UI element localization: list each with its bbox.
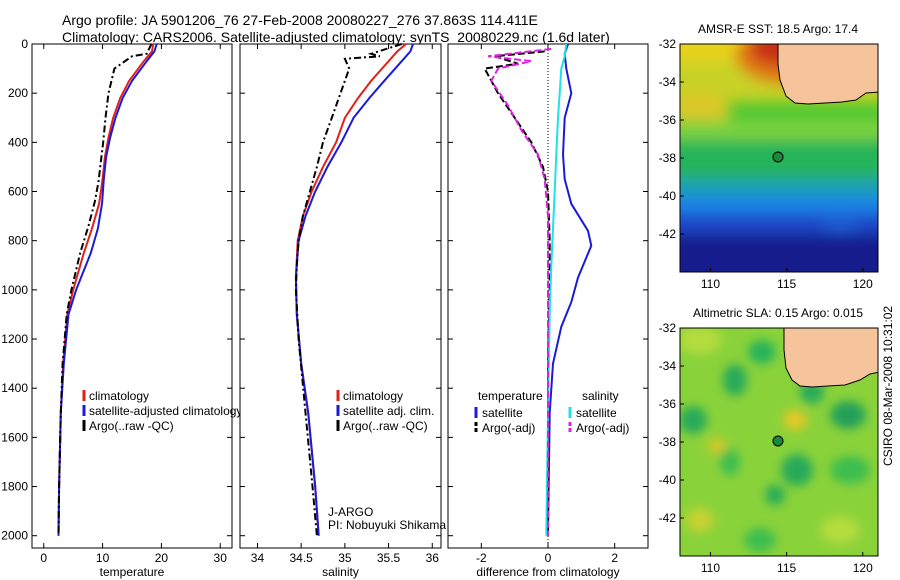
temperature-xtick-label: 30 — [214, 551, 228, 565]
difference-legend-label: satellite — [482, 406, 523, 420]
sla-map: Altimetric SLA: 0.15 Argo: 0.015 — [659, 306, 879, 575]
depth-tick-label: 200 — [8, 86, 28, 100]
temperature-legend-label: climatology — [89, 389, 149, 403]
depth-tick-label: 400 — [8, 135, 28, 149]
sst-xtick-label: 110 — [701, 277, 720, 291]
salinity-series-satellite-adj-clim- — [294, 43, 414, 536]
salinity-legend-label: Argo(..raw -QC) — [343, 419, 428, 433]
temperature-xtick-label: 0 — [40, 551, 47, 565]
difference-xtick-label: 2 — [611, 551, 618, 565]
depth-tick-label: 1600 — [1, 430, 28, 444]
salinity-series-argo-raw-qc- — [294, 43, 403, 536]
sla-ytick-label: -38 — [659, 435, 677, 449]
difference-series-temperature-satellite — [547, 43, 593, 536]
sst-xtick-label: 120 — [853, 277, 873, 291]
figure-title-line2: Climatology: CARS2006. Satellite-adjuste… — [62, 29, 610, 45]
pi-annotation: J-ARGO — [328, 505, 373, 519]
temperature-xlabel: temperature — [100, 565, 165, 579]
salinity-axes-box — [239, 43, 442, 549]
difference-legend-label: satellite — [576, 406, 617, 420]
sst-xtick-label: 115 — [777, 277, 796, 291]
sst-ytick-label: -36 — [659, 113, 677, 127]
sst-map: AMSR-E SST: 18.5 Argo: 17.4 110 115 120 -32 — [659, 22, 879, 291]
sla-float-marker — [772, 435, 784, 447]
difference-legend-label: Argo(-adj) — [576, 421, 629, 435]
salinity-legend-label: climatology — [343, 389, 403, 403]
difference-legend-label: Argo(-adj) — [482, 421, 535, 435]
depth-tick-label: 800 — [8, 234, 28, 248]
salinity-xtick-label: 34 — [251, 551, 265, 565]
depth-tick-label: 1200 — [1, 332, 28, 346]
temperature-series-argo-raw-qc- — [57, 43, 153, 536]
salinity-xtick-label: 36 — [426, 551, 440, 565]
depth-tick-label: 1400 — [1, 381, 28, 395]
difference-xtick-label: 0 — [545, 551, 552, 565]
sla-xtick-label: 110 — [701, 561, 720, 575]
difference-legend-heading: temperature — [478, 389, 543, 403]
sst-float-marker — [772, 151, 784, 163]
salinity-xtick-label: 35 — [338, 551, 352, 565]
temperature-axes-box — [31, 43, 233, 549]
sla-xtick-label: 115 — [777, 561, 796, 575]
difference-series-salinity-argo-adj- — [487, 47, 552, 536]
temperature-xtick-label: 10 — [96, 551, 110, 565]
pi-annotation: PI: Nobuyuki Shikama — [328, 518, 446, 532]
sst-ytick-label: -32 — [659, 37, 677, 51]
salinity-xlabel: salinity — [322, 565, 359, 579]
depth-tick-label: 0 — [21, 37, 28, 51]
sst-ytick-label: -38 — [659, 151, 677, 165]
sst-ytick-label: -34 — [659, 75, 677, 89]
sst-ytick-label: -42 — [659, 227, 677, 241]
depth-tick-label: 1000 — [1, 283, 28, 297]
temperature-xtick-label: 20 — [155, 551, 169, 565]
depth-tick-label: 600 — [8, 185, 28, 199]
difference-series-salinity-satellite — [545, 43, 568, 536]
depth-tick-label: 1800 — [1, 480, 28, 494]
sst-ytick-label: -40 — [659, 189, 677, 203]
temperature-panel: 0 10 20 30 temperature 0 200 400 600 800 1000 1200 1… — [1, 37, 242, 579]
difference-legend-heading: salinity — [582, 389, 619, 403]
sla-ytick-label: -42 — [659, 511, 677, 525]
sla-xtick-label: 120 — [853, 561, 873, 575]
sla-ytick-label: -32 — [659, 321, 677, 335]
difference-xtick-label: -2 — [476, 551, 487, 565]
sla-map-title: Altimetric SLA: 0.15 Argo: 0.015 — [693, 306, 863, 320]
salinity-xtick-label: 34.5 — [289, 551, 313, 565]
figure-title-line1: Argo profile: JA 5901206_76 27-Feb-2008 … — [62, 12, 538, 28]
salinity-panel: 34 34.5 35 35.5 36 salinity climatologysatelli… — [239, 43, 446, 579]
temperature-legend-label: satellite-adjusted climatology — [89, 404, 242, 418]
timestamp-stamp: CSIRO 08-Mar-2008 10:31:02 — [881, 306, 895, 466]
sla-ytick-label: -40 — [659, 473, 677, 487]
temperature-legend-label: Argo(..raw -QC) — [89, 419, 174, 433]
salinity-xtick-label: 35.5 — [377, 551, 401, 565]
salinity-legend-label: satellite adj. clim. — [343, 404, 434, 418]
sla-ytick-label: -34 — [659, 359, 677, 373]
sla-ytick-label: -36 — [659, 397, 677, 411]
difference-xlabel: difference from climatology — [476, 565, 619, 579]
depth-tick-label: 2000 — [1, 529, 28, 543]
sst-map-title: AMSR-E SST: 18.5 Argo: 17.4 — [698, 22, 858, 36]
